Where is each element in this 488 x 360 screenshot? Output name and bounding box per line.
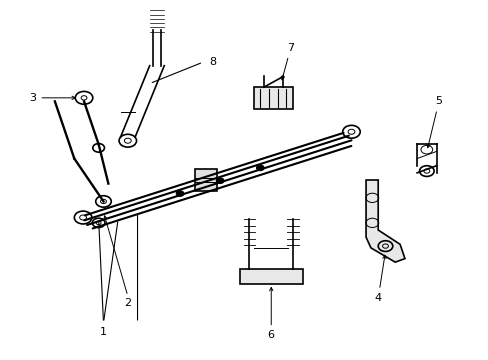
Circle shape [256, 165, 264, 171]
Text: 8: 8 [209, 57, 216, 67]
Text: 3: 3 [29, 93, 75, 103]
Text: 1: 1 [100, 327, 107, 337]
Circle shape [216, 178, 224, 184]
Circle shape [176, 191, 183, 197]
Bar [239, 269, 302, 284]
Text: 6: 6 [267, 287, 274, 341]
Polygon shape [366, 180, 404, 262]
Text: 4: 4 [374, 255, 385, 303]
Bar [254, 87, 292, 109]
Text: 2: 2 [124, 298, 131, 308]
Text: 7: 7 [281, 43, 294, 80]
Text: 5: 5 [426, 96, 442, 148]
Bar [194, 169, 216, 191]
